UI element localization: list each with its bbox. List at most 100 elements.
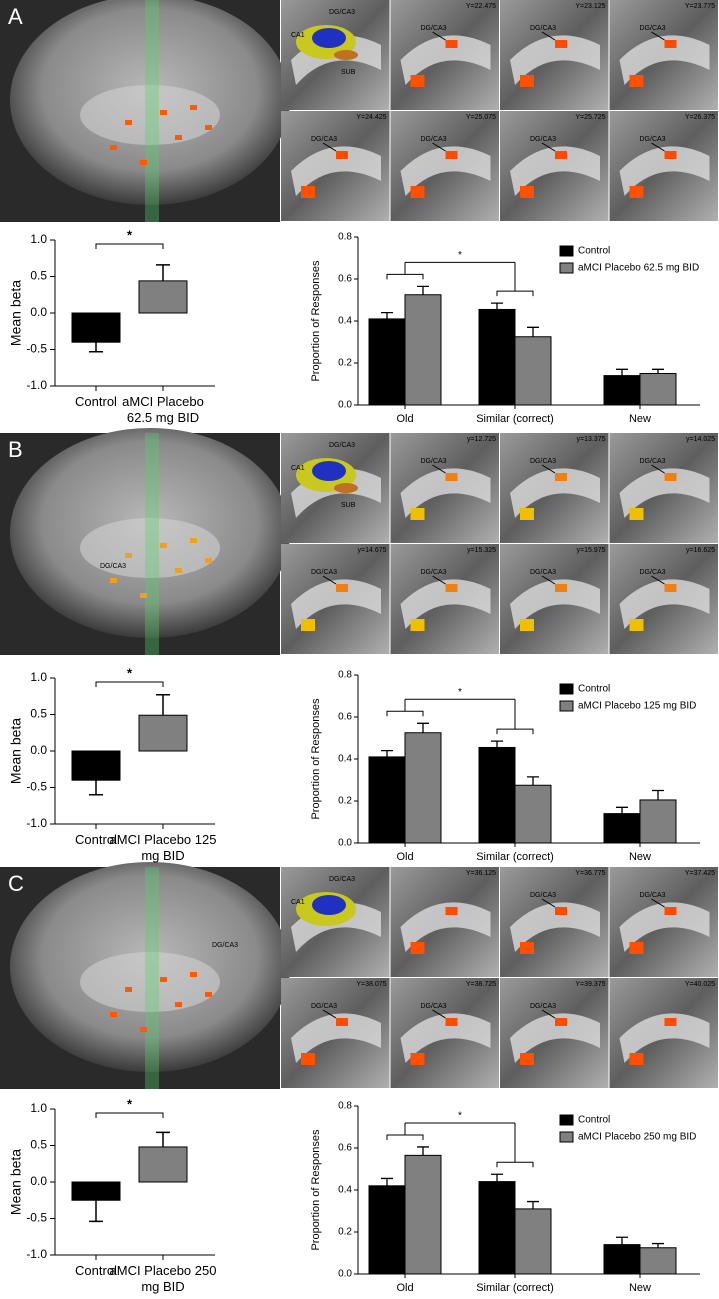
- significance-bracket: [496, 262, 534, 297]
- activation: [664, 907, 677, 915]
- slice-coordinate: Y=38.075: [356, 981, 386, 988]
- brain-inner: [80, 85, 220, 145]
- activation: [629, 75, 644, 87]
- bar: [603, 375, 641, 406]
- activation: [520, 508, 534, 520]
- y-tick-label: 1.0: [30, 1101, 47, 1115]
- label-arrow: [541, 31, 556, 41]
- y-tick-label: 0.5: [30, 707, 47, 721]
- y-tick-label: 0.0: [30, 1174, 47, 1188]
- slice-coordinate: Y=36.775: [575, 870, 605, 877]
- y-tick-label: 0.2: [338, 796, 352, 807]
- slice-coordinate: y=15.325: [467, 547, 496, 554]
- slice-coordinate: Y=23.775: [685, 3, 715, 10]
- subfield-orange: [334, 50, 358, 60]
- y-tick-label: 0.8: [338, 670, 352, 681]
- error-bar: [381, 749, 393, 757]
- bar: [368, 756, 406, 844]
- y-tick-label: 0.4: [338, 316, 352, 327]
- activation: [629, 508, 644, 520]
- region-label: DG/CA3: [530, 892, 556, 899]
- y-tick-label: -1.0: [26, 816, 47, 830]
- activation: [410, 186, 425, 198]
- error-bar: [616, 1236, 628, 1245]
- hippocampus-shape: [510, 579, 600, 629]
- activation: [410, 75, 425, 87]
- region-label: DG/CA3: [311, 1003, 337, 1010]
- legend-label: Control: [578, 1115, 610, 1126]
- activation: [301, 186, 315, 198]
- slice-plane: [145, 0, 159, 222]
- activation: [445, 151, 458, 159]
- error-bar: [417, 285, 429, 295]
- hippocampus-shape: [400, 468, 491, 518]
- label-arrow: [541, 142, 556, 152]
- y-tick-label: 0.2: [338, 1227, 352, 1238]
- subfield-blue: [312, 28, 346, 48]
- activation: [175, 568, 182, 573]
- activation: [520, 1053, 534, 1065]
- activation: [125, 120, 132, 125]
- x-tick-label: Similar (correct): [476, 851, 554, 863]
- x-tick-label: Similar (correct): [476, 413, 554, 425]
- activation: [160, 543, 167, 548]
- label-arrow: [651, 31, 665, 41]
- hippocampus-shape: [510, 146, 600, 196]
- panel-label: B: [8, 437, 23, 462]
- significance-marker: *: [458, 1111, 462, 1122]
- region-label: SUB: [341, 69, 356, 76]
- error-bar: [527, 1200, 539, 1209]
- bar: [404, 294, 442, 406]
- label-arrow: [651, 898, 665, 908]
- y-tick-label: -1.0: [26, 378, 47, 392]
- y-tick-label: 0.0: [338, 838, 352, 849]
- error-bar: [491, 740, 503, 748]
- activation: [445, 907, 458, 915]
- bar: [478, 308, 516, 406]
- error-bar: [381, 1177, 393, 1186]
- bar: [404, 732, 442, 844]
- slice-coordinate: Y=40.025: [685, 981, 715, 988]
- region-label: DG/CA3: [640, 25, 666, 32]
- y-tick-label: 0.0: [338, 1269, 352, 1280]
- x-tick-label: Old: [396, 851, 413, 863]
- error-bar: [616, 368, 628, 376]
- hippocampus-shape: [291, 146, 381, 196]
- activation: [205, 992, 212, 997]
- region-label: DG/CA3: [640, 136, 666, 143]
- y-tick-label: 0.5: [30, 1138, 47, 1152]
- activation: [125, 987, 132, 992]
- slice-plane: [145, 433, 159, 655]
- significance-marker: *: [127, 1096, 133, 1111]
- bar: [404, 1154, 442, 1275]
- slice-coordinate: y=15.975: [577, 547, 606, 554]
- legend-label: aMCI Placebo 250 mg BID: [578, 1132, 696, 1143]
- activation: [301, 619, 315, 631]
- activation: [664, 584, 677, 592]
- hippocampus-shape: [619, 1013, 710, 1063]
- y-axis-label: Proportion of Responses: [310, 1129, 322, 1251]
- region-label: DG/CA3: [421, 25, 447, 32]
- label-arrow: [541, 575, 556, 585]
- y-axis-label: Proportion of Responses: [310, 698, 322, 820]
- significance-marker: *: [127, 227, 133, 242]
- hippocampus-shape: [400, 579, 491, 629]
- label-arrow: [541, 898, 556, 908]
- activation: [140, 1027, 147, 1032]
- bar: [639, 1247, 677, 1275]
- x-tick-label: aMCI Placebo 125 mg BID: [109, 832, 217, 863]
- label-arrow: [322, 142, 337, 152]
- legend-swatch: [559, 1131, 574, 1143]
- error-bar: [652, 789, 664, 800]
- bar: [603, 813, 641, 844]
- error-bar: [652, 368, 664, 374]
- y-tick-label: 0.2: [338, 358, 352, 369]
- activation: [445, 584, 458, 592]
- region-label: DG/CA3: [329, 9, 355, 16]
- activation: [629, 186, 644, 198]
- x-tick-label: Old: [396, 1282, 413, 1294]
- subfield-orange: [334, 483, 358, 493]
- bar: [71, 1181, 121, 1201]
- y-tick-label: -0.5: [26, 780, 47, 794]
